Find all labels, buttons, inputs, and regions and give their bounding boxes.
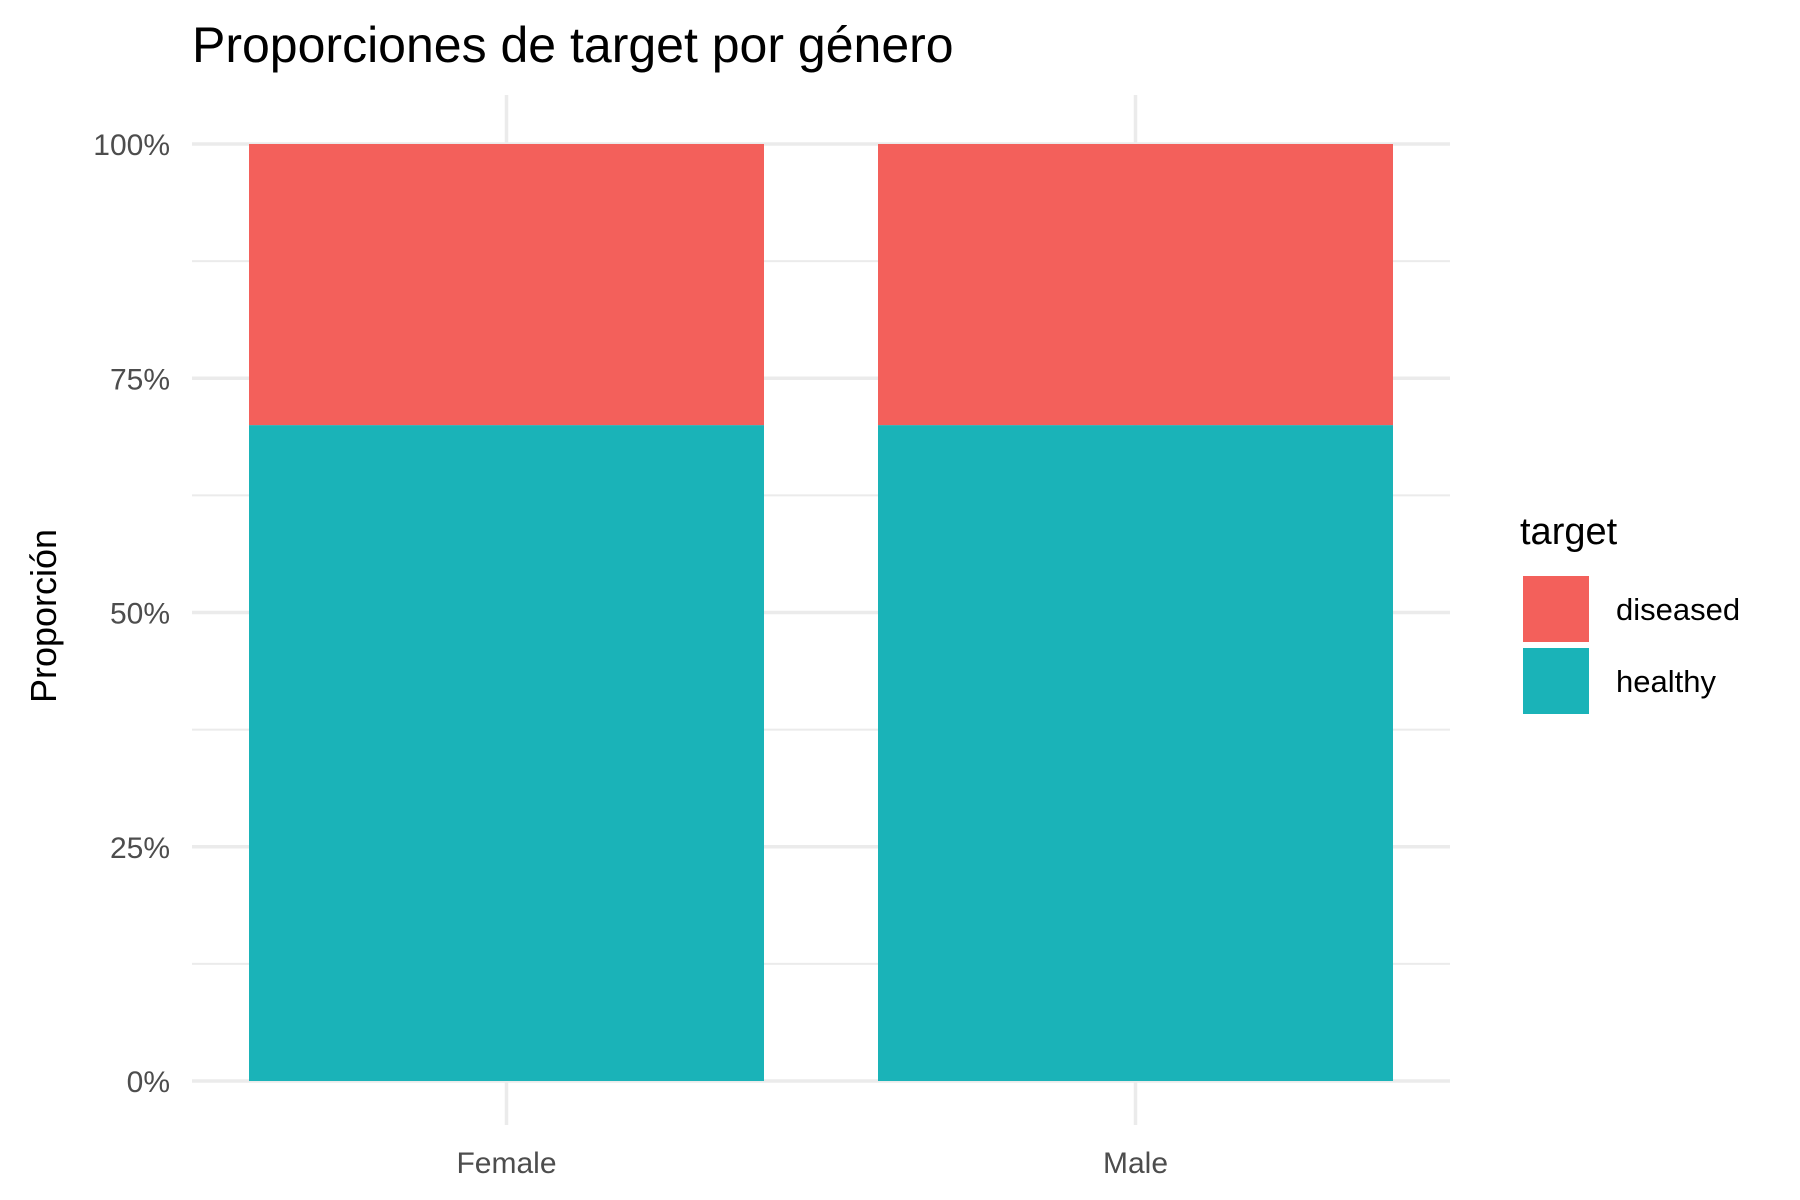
x-tick-label: Female bbox=[456, 1147, 556, 1180]
legend-key-healthy bbox=[1523, 648, 1589, 714]
chart-title: Proporciones de target por género bbox=[192, 17, 954, 73]
y-axis-label: Proporción bbox=[23, 529, 64, 703]
bar-diseased-female bbox=[249, 144, 764, 426]
legend-label-healthy: healthy bbox=[1616, 664, 1716, 699]
bar-diseased-male bbox=[878, 144, 1393, 426]
legend-label-diseased: diseased bbox=[1616, 592, 1740, 627]
y-tick-label: 25% bbox=[110, 832, 170, 865]
y-tick-label: 0% bbox=[127, 1066, 170, 1099]
bars bbox=[249, 144, 1393, 1082]
legend-key-diseased bbox=[1523, 576, 1589, 642]
legend: target diseased healthy bbox=[1520, 511, 1740, 714]
bar-healthy-female bbox=[249, 425, 764, 1082]
y-axis-ticks: 0% 25% 50% 75% 100% bbox=[93, 129, 170, 1099]
legend-title: target bbox=[1520, 511, 1618, 553]
y-tick-label: 100% bbox=[93, 129, 170, 162]
y-tick-label: 75% bbox=[110, 363, 170, 396]
bar-healthy-male bbox=[878, 425, 1393, 1082]
x-tick-label: Male bbox=[1103, 1147, 1168, 1180]
x-axis-ticks: Female Male bbox=[456, 1147, 1168, 1180]
y-tick-label: 50% bbox=[110, 598, 170, 631]
